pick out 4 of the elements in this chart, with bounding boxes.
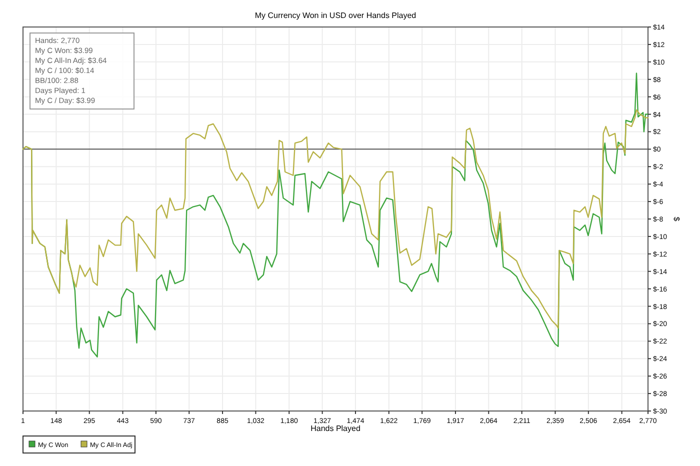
y-axis-title: $	[672, 216, 681, 222]
x-axis-title: Hands Played	[310, 424, 360, 433]
line-series	[22, 109, 649, 329]
chart-title: My Currency Won in USD over Hands Played	[254, 11, 416, 20]
